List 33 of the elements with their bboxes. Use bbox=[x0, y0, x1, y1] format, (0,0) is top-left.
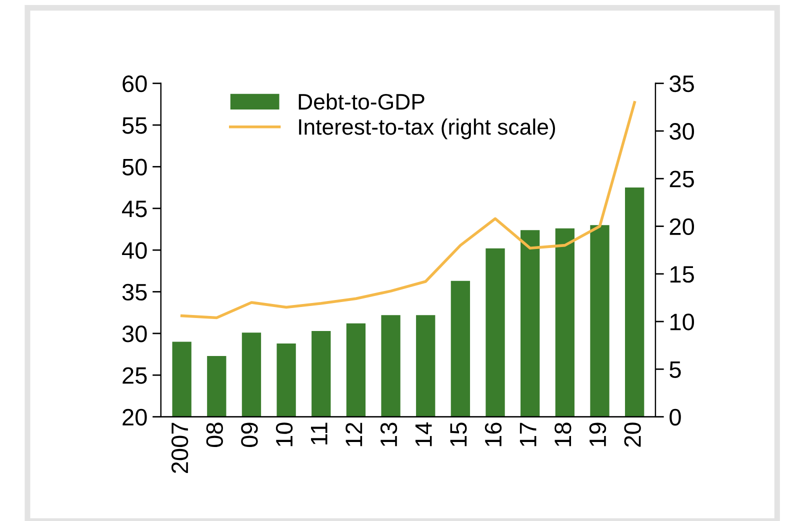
y-tick-label: 20 bbox=[122, 408, 147, 426]
x-tick-label: 15 bbox=[450, 422, 467, 446]
x-tick-label: 20 bbox=[624, 422, 641, 447]
y2-tick-label: 5 bbox=[670, 361, 681, 378]
y2-tick-label: 25 bbox=[670, 170, 694, 188]
y2-tick-label: 35 bbox=[670, 75, 694, 92]
y-tick-label: 60 bbox=[122, 75, 147, 92]
x-tick-label: 12 bbox=[346, 422, 362, 446]
y-tick-label: 55 bbox=[122, 117, 147, 134]
y-tick-label: 40 bbox=[122, 242, 147, 259]
x-tick-label: 14 bbox=[415, 422, 432, 446]
y-tick-label: 45 bbox=[122, 200, 147, 218]
y-tick-label: 25 bbox=[122, 367, 147, 384]
x-tick-label: 16 bbox=[484, 422, 502, 446]
y-tick-label: 50 bbox=[122, 158, 147, 176]
x-tick-label: 11 bbox=[310, 422, 328, 444]
y2-tick-label: 10 bbox=[670, 314, 694, 330]
y2-tick-label: 0 bbox=[670, 408, 681, 426]
legend-label: Debt-to-GDP bbox=[298, 93, 424, 110]
legend-label: Interest-to-tax (right scale) bbox=[299, 118, 556, 140]
y2-tick-label: 30 bbox=[670, 123, 694, 140]
x-tick-label: 2007 bbox=[171, 422, 188, 473]
x-tick-label: 18 bbox=[554, 422, 572, 446]
x-tick-label: 09 bbox=[241, 422, 258, 447]
y-tick-label: 30 bbox=[122, 326, 147, 342]
y-tick-label: 35 bbox=[122, 284, 147, 301]
y2-tick-label: 20 bbox=[670, 218, 694, 236]
x-tick-label: 13 bbox=[380, 422, 398, 446]
y2-tick-label: 15 bbox=[670, 266, 694, 283]
x-tick-label: 08 bbox=[206, 422, 223, 447]
x-tick-label: 17 bbox=[520, 422, 536, 446]
x-tick-label: 19 bbox=[589, 422, 606, 446]
x-tick-label: 10 bbox=[276, 422, 293, 446]
